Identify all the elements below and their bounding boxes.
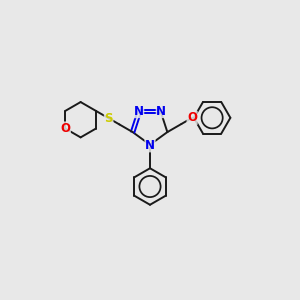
Text: O: O xyxy=(187,111,197,124)
Text: N: N xyxy=(134,105,144,118)
Text: N: N xyxy=(156,105,166,118)
Text: N: N xyxy=(145,139,155,152)
Text: S: S xyxy=(104,112,113,125)
Text: O: O xyxy=(60,122,70,135)
